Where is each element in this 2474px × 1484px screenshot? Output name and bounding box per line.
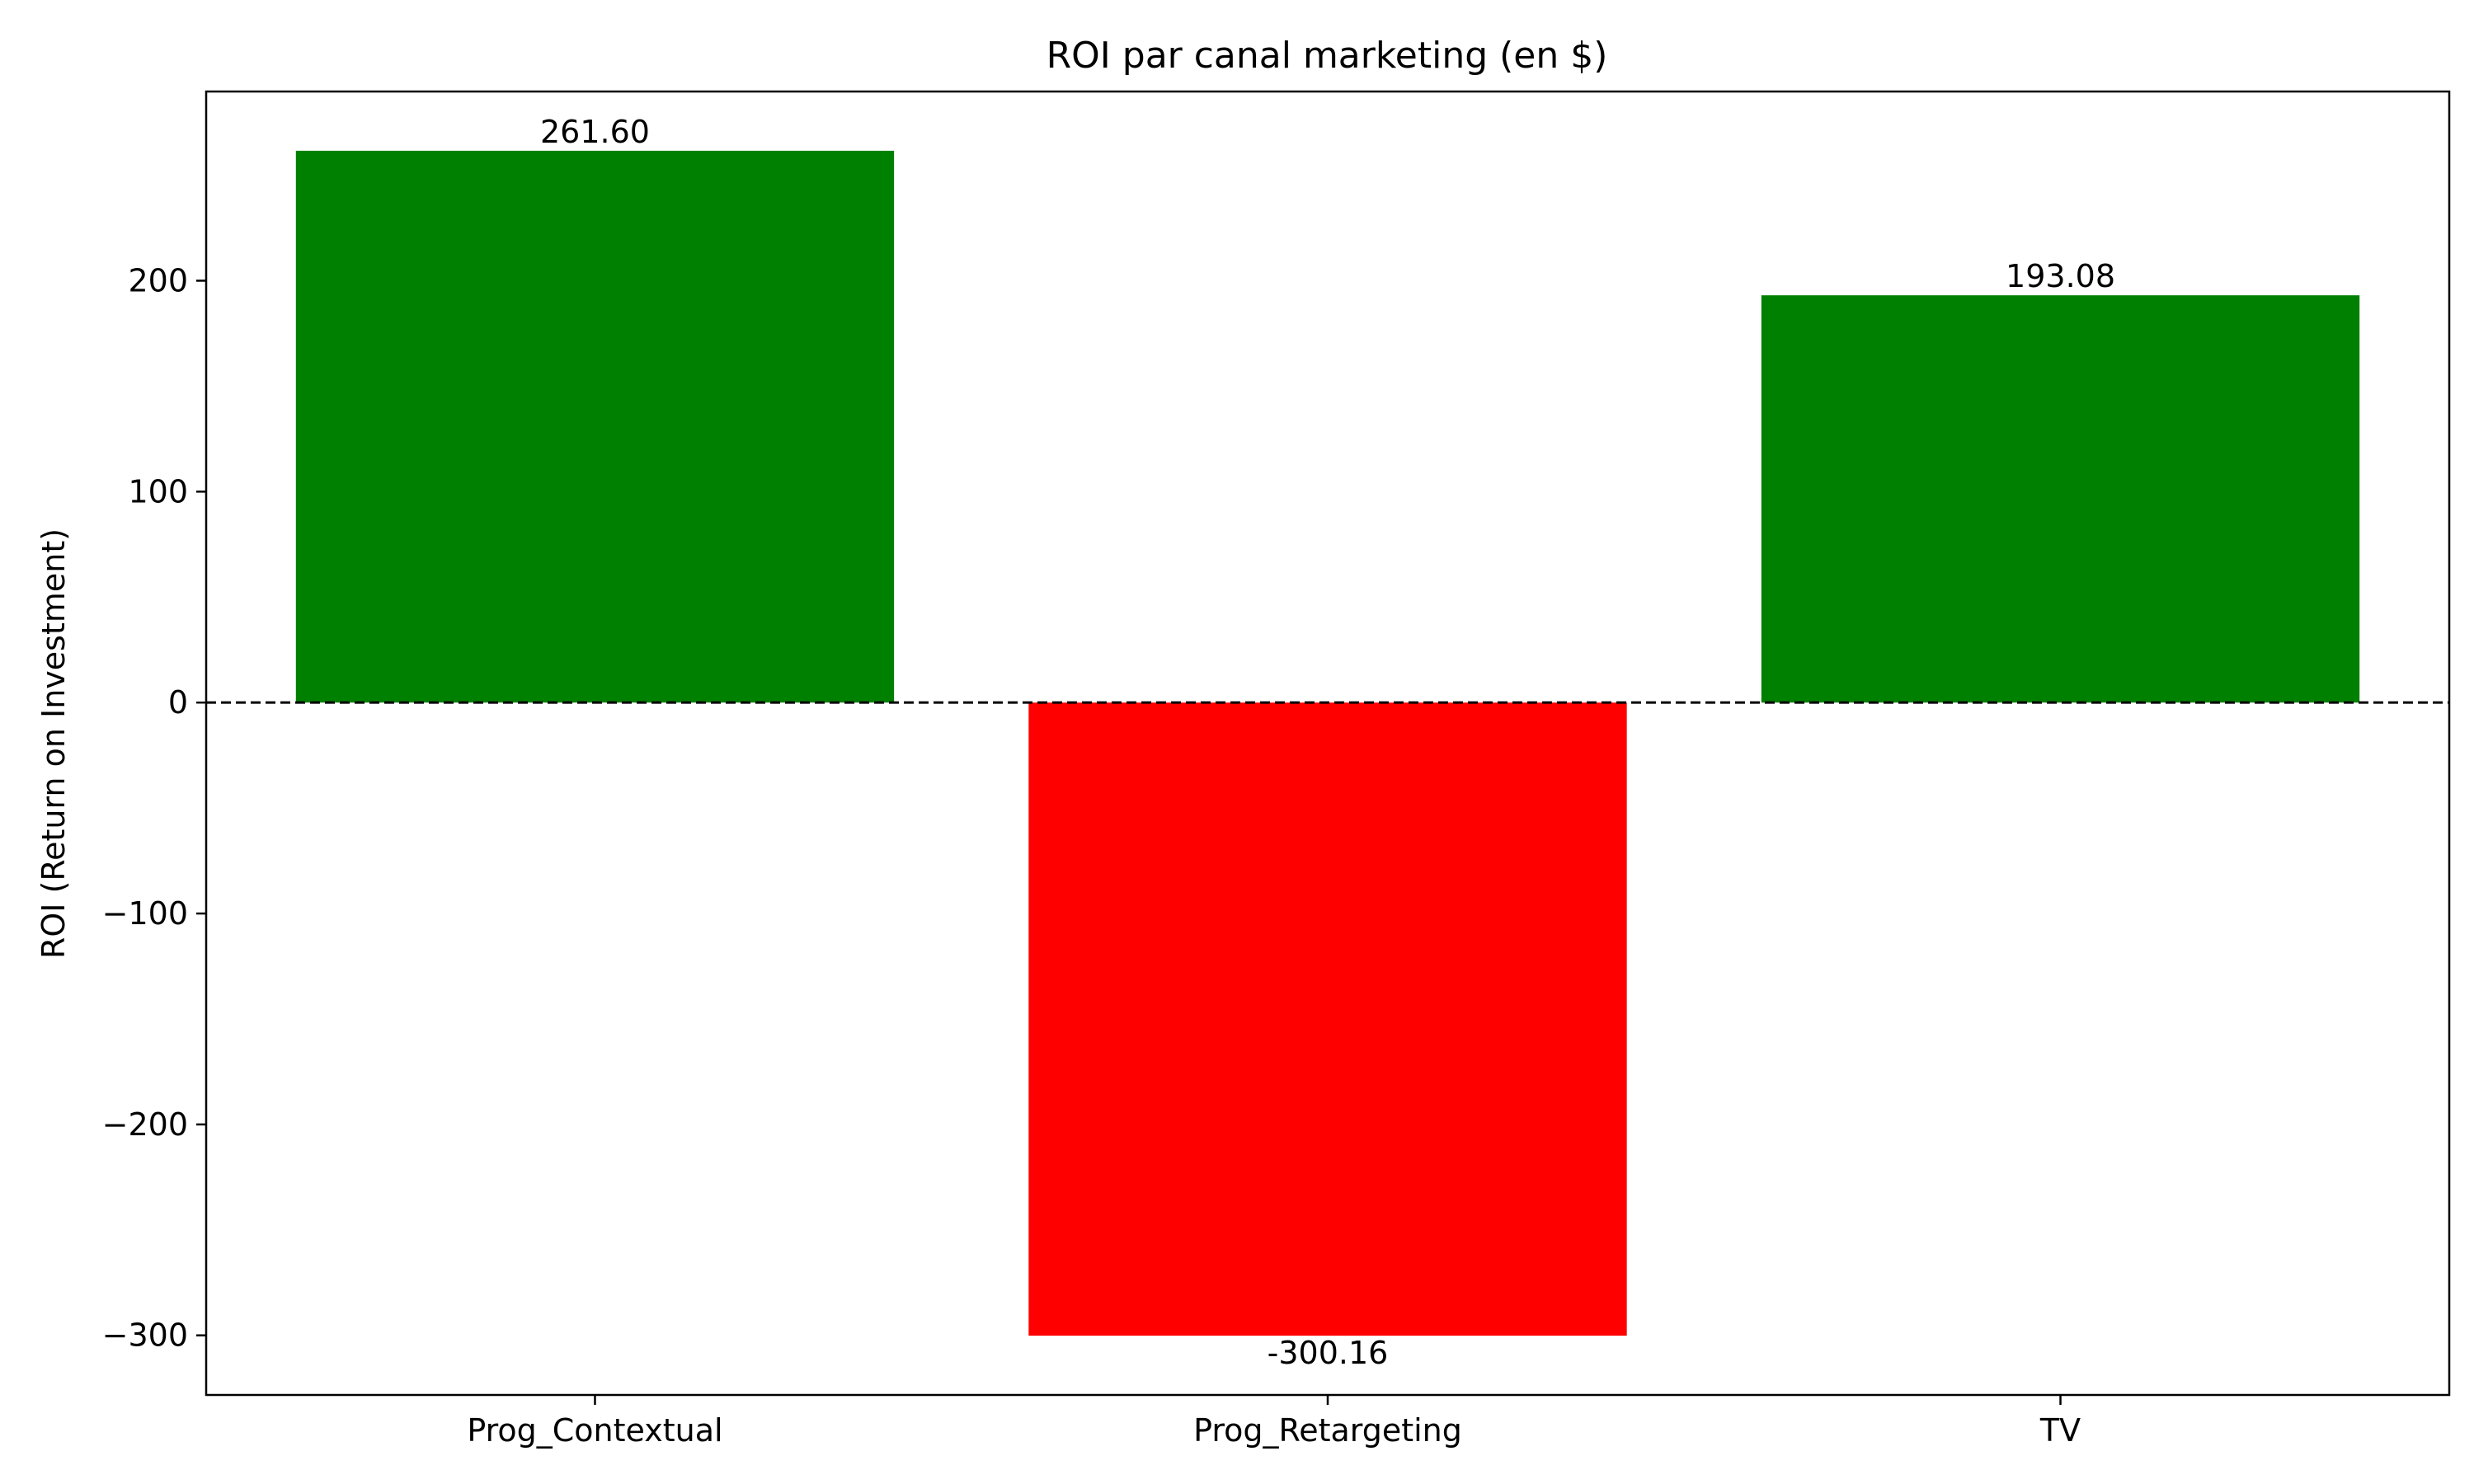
x-tick-label: TV xyxy=(2039,1412,2081,1449)
bar-prog-contextual xyxy=(295,150,895,703)
y-tick-label: 0 xyxy=(168,684,188,721)
bar-prog-retargeting xyxy=(1028,702,1627,1336)
y-axis-label: ROI (Return on Investment) xyxy=(35,528,72,959)
y-tick-label: 100 xyxy=(128,473,188,510)
x-tick-label: Prog_Retargeting xyxy=(1193,1412,1462,1449)
chart-title: ROI par canal marketing (en $) xyxy=(1047,35,1608,77)
data-label: 193.08 xyxy=(2006,258,2115,294)
y-tick-label: −100 xyxy=(102,895,188,932)
y-tick-label: −300 xyxy=(102,1317,188,1354)
y-tick-label: −200 xyxy=(102,1106,188,1143)
x-tick-label: Prog_Contextual xyxy=(467,1412,722,1449)
bar-tv xyxy=(1761,295,2360,703)
y-tick-label: 200 xyxy=(128,262,188,298)
plot-area: −300 −200 −100 0 100 200 Prog_Contextual Prog_R… xyxy=(102,90,2451,1449)
data-label: 261.60 xyxy=(540,114,650,150)
data-label: -300.16 xyxy=(1268,1335,1389,1371)
